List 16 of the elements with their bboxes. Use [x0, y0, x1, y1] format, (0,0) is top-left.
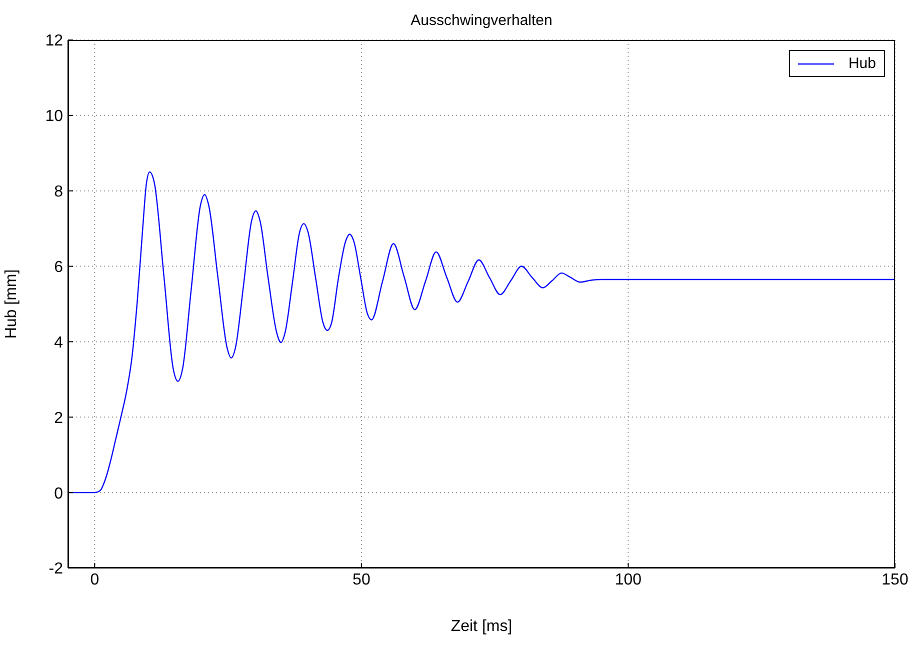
legend-label: Hub — [848, 55, 876, 72]
y-tick-label: 0 — [54, 485, 64, 502]
x-tick-label: 0 — [90, 571, 100, 588]
chart-title: Ausschwingverhalten — [410, 12, 554, 29]
y-tick-label: 8 — [54, 184, 64, 201]
x-tick-label: 150 — [882, 571, 908, 588]
y-tick-label: -2 — [48, 560, 64, 578]
x-tick-label: 50 — [352, 571, 370, 588]
y-tick-label: 10 — [45, 108, 64, 126]
y-tick-label: 6 — [54, 258, 64, 276]
y-axis-title: Hub [mm] — [3, 269, 21, 339]
x-tick-label: 100 — [614, 571, 642, 588]
y-tick-label: 12 — [45, 32, 64, 50]
x-axis-title: Zeit [ms] — [450, 618, 514, 636]
y-tick-label: 4 — [54, 334, 64, 352]
y-tick-label: 2 — [54, 410, 64, 427]
